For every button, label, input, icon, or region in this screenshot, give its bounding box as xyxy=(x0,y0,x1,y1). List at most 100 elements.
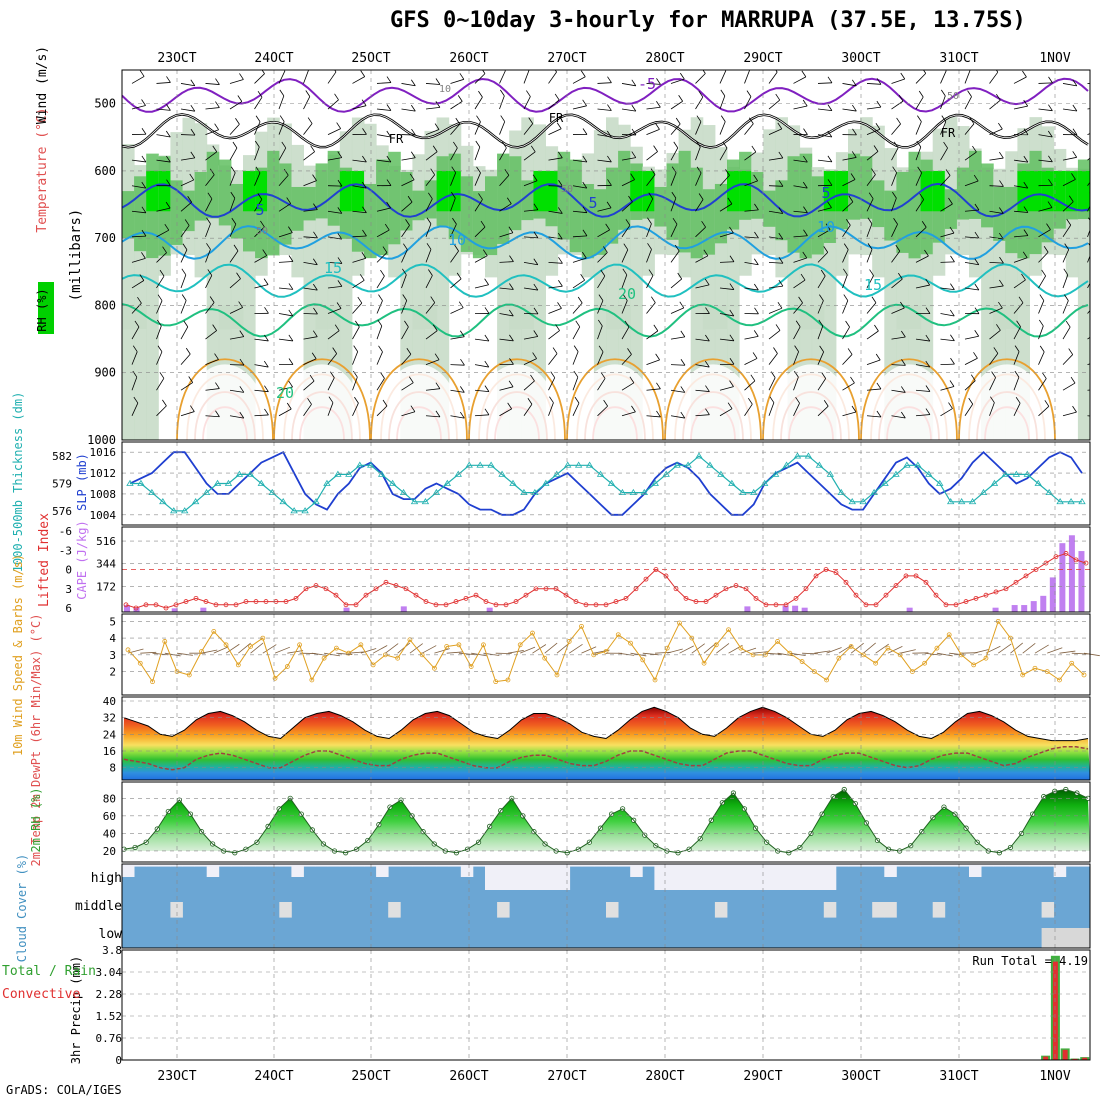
wind-barb-flag xyxy=(504,169,510,176)
rh-shade-mid xyxy=(521,180,534,221)
wind-barb-flag xyxy=(312,330,318,337)
rh-shade-high xyxy=(255,170,268,212)
wind-barb-flag xyxy=(165,130,171,138)
wind-barb xyxy=(572,235,587,238)
wind-barb-flag xyxy=(871,168,876,175)
isotherm-line xyxy=(122,303,1089,338)
wind-barb xyxy=(1087,254,1090,263)
wind-barb-flag xyxy=(606,130,612,138)
wind-barb xyxy=(842,326,850,340)
wind-barb xyxy=(327,157,342,161)
wind-barb xyxy=(989,128,1003,135)
wind10m-barb xyxy=(753,651,770,654)
wind-barb xyxy=(621,201,633,212)
wind-barb-flag xyxy=(209,168,215,176)
wind-barb-flag xyxy=(509,255,514,262)
wind-barb-flag xyxy=(675,117,681,125)
cloud-high-bar xyxy=(424,864,437,867)
wind-barb-flag xyxy=(948,402,953,409)
wind-barb-flag xyxy=(386,104,392,111)
wind-barb-flag xyxy=(1044,400,1050,407)
rh-shade-mid xyxy=(606,167,619,244)
isotherm-label: 5 xyxy=(588,194,597,212)
wind-barb xyxy=(793,351,799,365)
thickness-marker xyxy=(312,497,320,505)
wind-speed-marker xyxy=(738,645,744,651)
wind-barb xyxy=(719,232,734,238)
lifted-index-marker xyxy=(133,605,139,611)
wind-barb xyxy=(940,232,955,238)
wind-speed-marker xyxy=(615,632,621,638)
wind-barb-flag xyxy=(818,319,824,327)
wind-barb xyxy=(793,257,807,263)
wind-barb xyxy=(989,99,1001,110)
wind-barb xyxy=(303,404,312,417)
wind-barb xyxy=(401,382,414,391)
wind-barb-flag xyxy=(209,296,215,303)
wind-barb-flag xyxy=(313,203,318,210)
cloud-high-bar xyxy=(1005,864,1018,867)
wind-barb-flag xyxy=(778,207,784,214)
precip-ytick-label: 1.52 xyxy=(96,1010,123,1023)
wind-barb-flag xyxy=(577,296,583,304)
wind-barb xyxy=(1062,326,1071,340)
lifted-index-marker xyxy=(513,599,519,604)
rh-shade-mid xyxy=(122,191,135,239)
wind-barb xyxy=(180,326,189,340)
wind-barb-flag xyxy=(509,358,514,365)
cloud-high-bar xyxy=(388,864,401,867)
boundary-layer-isotherm xyxy=(762,358,860,440)
wind-barb-flag xyxy=(605,223,610,231)
upper-ytick-label: 700 xyxy=(94,231,116,245)
wind-barb xyxy=(401,157,416,161)
wind-barb-flag xyxy=(900,386,906,393)
cloud-high-bar xyxy=(485,864,498,890)
wind-barb-flag xyxy=(852,104,857,112)
wind-barb xyxy=(719,121,726,135)
wind-barb xyxy=(964,287,979,291)
wind-barb-flag xyxy=(671,166,677,173)
wind-barb xyxy=(229,147,238,161)
wind-barb-flag xyxy=(999,151,1004,159)
wind-barb xyxy=(327,285,342,289)
wind-barb-flag xyxy=(703,249,709,257)
wind-barb xyxy=(866,359,881,366)
wind-barb-flag xyxy=(696,166,702,174)
wind-barb-flag xyxy=(628,195,633,203)
rh-shade-mid xyxy=(182,190,196,232)
temp-ytick-label: 16 xyxy=(103,745,116,758)
wind-barb-flag xyxy=(972,145,977,153)
wind-barb xyxy=(425,330,438,340)
wind-barb xyxy=(695,121,702,135)
wind-barb xyxy=(156,207,171,212)
wind-barb-flag xyxy=(974,231,980,239)
wind-barb-flag xyxy=(181,294,187,301)
wind-barb-flag xyxy=(556,122,562,129)
wind-barb xyxy=(915,73,927,84)
wind-barb xyxy=(744,151,757,161)
wind-barb xyxy=(278,121,285,135)
wind-barb-flag xyxy=(435,101,441,108)
wind-barb xyxy=(254,146,260,161)
wind-barb-flag xyxy=(255,115,261,122)
wind-barb xyxy=(499,203,512,212)
wind-barb xyxy=(450,197,456,212)
wind-barb xyxy=(401,179,415,187)
wind10m-barb xyxy=(385,643,399,654)
wind-barb xyxy=(768,185,784,187)
lifted-index-marker xyxy=(893,583,899,588)
wind-barb-flag xyxy=(921,221,927,228)
rh-shade-mid xyxy=(872,180,885,228)
wind-barb-flag xyxy=(680,386,686,393)
wind-barb xyxy=(597,82,612,84)
lifted-index-marker xyxy=(203,599,209,604)
wind-barb-flag xyxy=(845,219,851,226)
wind-barb-flag xyxy=(607,179,612,186)
wind-barb xyxy=(891,336,906,340)
cloud-mid-bar xyxy=(714,902,728,918)
wind-barb-flag xyxy=(380,269,385,277)
wind-barb-flag xyxy=(949,380,955,387)
lifted-index-axis-label: Lifted Index xyxy=(37,513,52,607)
cloud-high-bar xyxy=(1029,864,1042,867)
cloud-high-bar xyxy=(630,864,643,877)
